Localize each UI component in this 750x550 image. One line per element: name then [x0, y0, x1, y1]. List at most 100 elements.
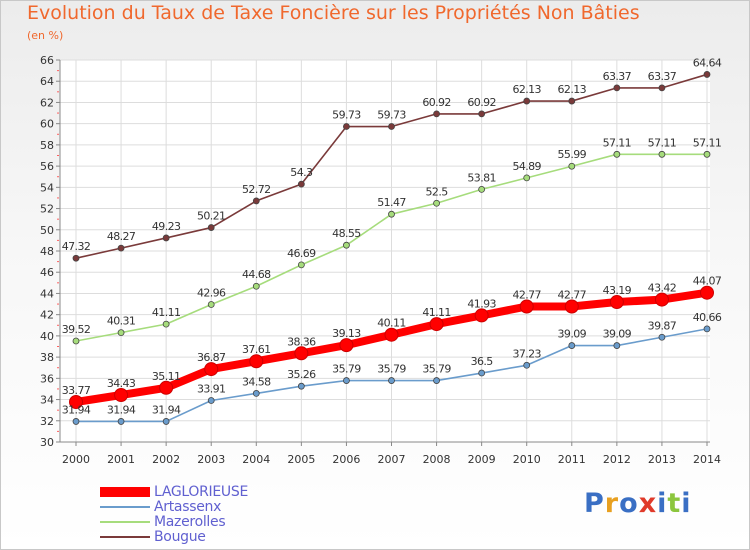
y-tick-label: 36	[40, 372, 54, 385]
point-laglorieuse	[159, 380, 174, 395]
point-mazerolles	[162, 320, 170, 328]
y-tick-label: 64	[40, 75, 54, 88]
y-tick-label: 42	[40, 309, 54, 322]
y-tick-label: 32	[40, 415, 54, 428]
x-tick-label: 2000	[62, 453, 90, 466]
data-label-bougue: 64.64	[693, 56, 722, 69]
data-label-artassenx: 31.94	[152, 403, 181, 416]
axes: 30 32 34 36 38 40 42 44 46 48 50 52 54 56 58 60 62 64 66 20…	[40, 54, 721, 466]
data-label-mazerolles: 42.96	[197, 286, 226, 299]
data-label-laglorieuse: 39.13	[332, 327, 361, 340]
point-mazerolles	[117, 329, 125, 336]
data-label-artassenx: 36.5	[471, 355, 494, 368]
data-label-mazerolles: 53.81	[467, 171, 496, 184]
data-labels: 33.77 34.43 35.11 36.87 37.61 38.36 39.13 40.11…	[62, 56, 723, 416]
point-artassenx	[252, 390, 260, 397]
data-label-mazerolles: 41.11	[152, 306, 181, 319]
data-label-artassenx: 35.79	[422, 363, 451, 376]
legend-swatch	[100, 506, 150, 508]
point-bougue	[252, 197, 260, 205]
point-artassenx	[72, 418, 80, 425]
data-label-mazerolles: 52.5	[426, 185, 449, 198]
data-label-laglorieuse: 34.43	[107, 377, 136, 390]
data-label-laglorieuse: 42.77	[512, 288, 541, 301]
logo-letter: P	[584, 488, 605, 519]
point-mazerolles	[388, 210, 395, 218]
logo-letter: i	[657, 488, 668, 519]
point-mazerolles	[658, 150, 666, 158]
x-tick-label: 2007	[378, 453, 406, 466]
point-bougue	[523, 97, 531, 105]
point-laglorieuse	[384, 327, 399, 342]
data-label-bougue: 47.32	[62, 240, 91, 253]
point-bougue	[478, 110, 486, 118]
point-mazerolles	[297, 261, 305, 269]
point-bougue	[388, 123, 395, 130]
data-label-laglorieuse: 38.36	[287, 335, 316, 348]
data-label-bougue: 62.13	[558, 83, 587, 96]
chart-title: Evolution du Taux de Taxe Foncière sur l…	[27, 2, 640, 24]
data-label-mazerolles: 44.68	[242, 268, 271, 281]
data-label-bougue: 60.92	[467, 96, 496, 109]
y-tick-label: 54	[40, 181, 54, 194]
point-laglorieuse	[69, 394, 83, 409]
data-label-laglorieuse: 41.11	[422, 306, 451, 319]
x-tick-label: 2005	[287, 453, 315, 466]
data-label-bougue: 48.27	[107, 230, 136, 243]
point-bougue	[297, 180, 305, 188]
data-label-artassenx: 35.79	[377, 363, 406, 376]
data-label-laglorieuse: 43.42	[648, 282, 677, 295]
logo-letter: x	[638, 488, 658, 519]
point-laglorieuse	[114, 387, 129, 402]
data-label-artassenx: 39.09	[603, 328, 632, 341]
point-bougue	[658, 84, 666, 92]
point-mazerolles	[568, 162, 576, 170]
data-label-mazerolles: 54.89	[512, 160, 541, 173]
data-label-artassenx: 35.26	[287, 368, 316, 381]
data-label-laglorieuse: 43.19	[603, 284, 632, 297]
y-tick-label: 38	[40, 351, 54, 364]
data-label-mazerolles: 48.55	[332, 227, 361, 240]
legend-item-laglorieuse: LAGLORIEUSE	[100, 484, 248, 500]
data-label-bougue: 59.73	[332, 109, 361, 122]
point-artassenx	[162, 418, 170, 425]
legend-item-bougue: Bougue	[100, 529, 206, 545]
proxiti-logo: Proxiti	[584, 488, 692, 519]
data-label-bougue: 59.73	[377, 109, 406, 122]
point-mazerolles	[72, 337, 80, 345]
data-label-artassenx: 31.94	[62, 403, 91, 416]
y-tick-label: 52	[40, 203, 54, 216]
point-laglorieuse	[294, 346, 309, 361]
point-laglorieuse	[339, 338, 354, 353]
point-artassenx	[523, 361, 531, 369]
legend-swatch	[100, 487, 150, 497]
x-tick-label: 2013	[648, 453, 676, 466]
y-tick-label: 50	[40, 224, 54, 237]
data-label-bougue: 49.23	[152, 220, 181, 233]
data-label-mazerolles: 57.11	[648, 136, 677, 149]
series-group	[69, 71, 714, 425]
data-label-artassenx: 31.94	[107, 403, 136, 416]
data-label-laglorieuse: 36.87	[197, 351, 226, 364]
legend-label: Mazerolles	[154, 514, 226, 530]
point-artassenx	[478, 369, 486, 377]
data-label-artassenx: 35.79	[332, 363, 361, 376]
x-tick-label: 2001	[107, 453, 135, 466]
y-tick-label: 30	[40, 436, 54, 449]
y-tick-label: 48	[40, 245, 54, 258]
legend-label: Bougue	[154, 529, 206, 545]
y-tick-label: 62	[40, 96, 54, 109]
point-bougue	[343, 123, 350, 130]
x-tick-label: 2003	[197, 453, 225, 466]
y-tick-label: 44	[40, 287, 54, 300]
legend-item-artassenx: Artassenx	[100, 499, 221, 515]
point-bougue	[72, 254, 80, 262]
x-tick-label: 2008	[423, 453, 451, 466]
data-label-artassenx: 39.87	[648, 319, 677, 332]
x-tick-label: 2009	[468, 453, 496, 466]
data-label-mazerolles: 46.69	[287, 247, 316, 260]
point-mazerolles	[703, 150, 711, 158]
point-mazerolles	[207, 301, 215, 308]
data-label-artassenx: 34.58	[242, 375, 271, 388]
